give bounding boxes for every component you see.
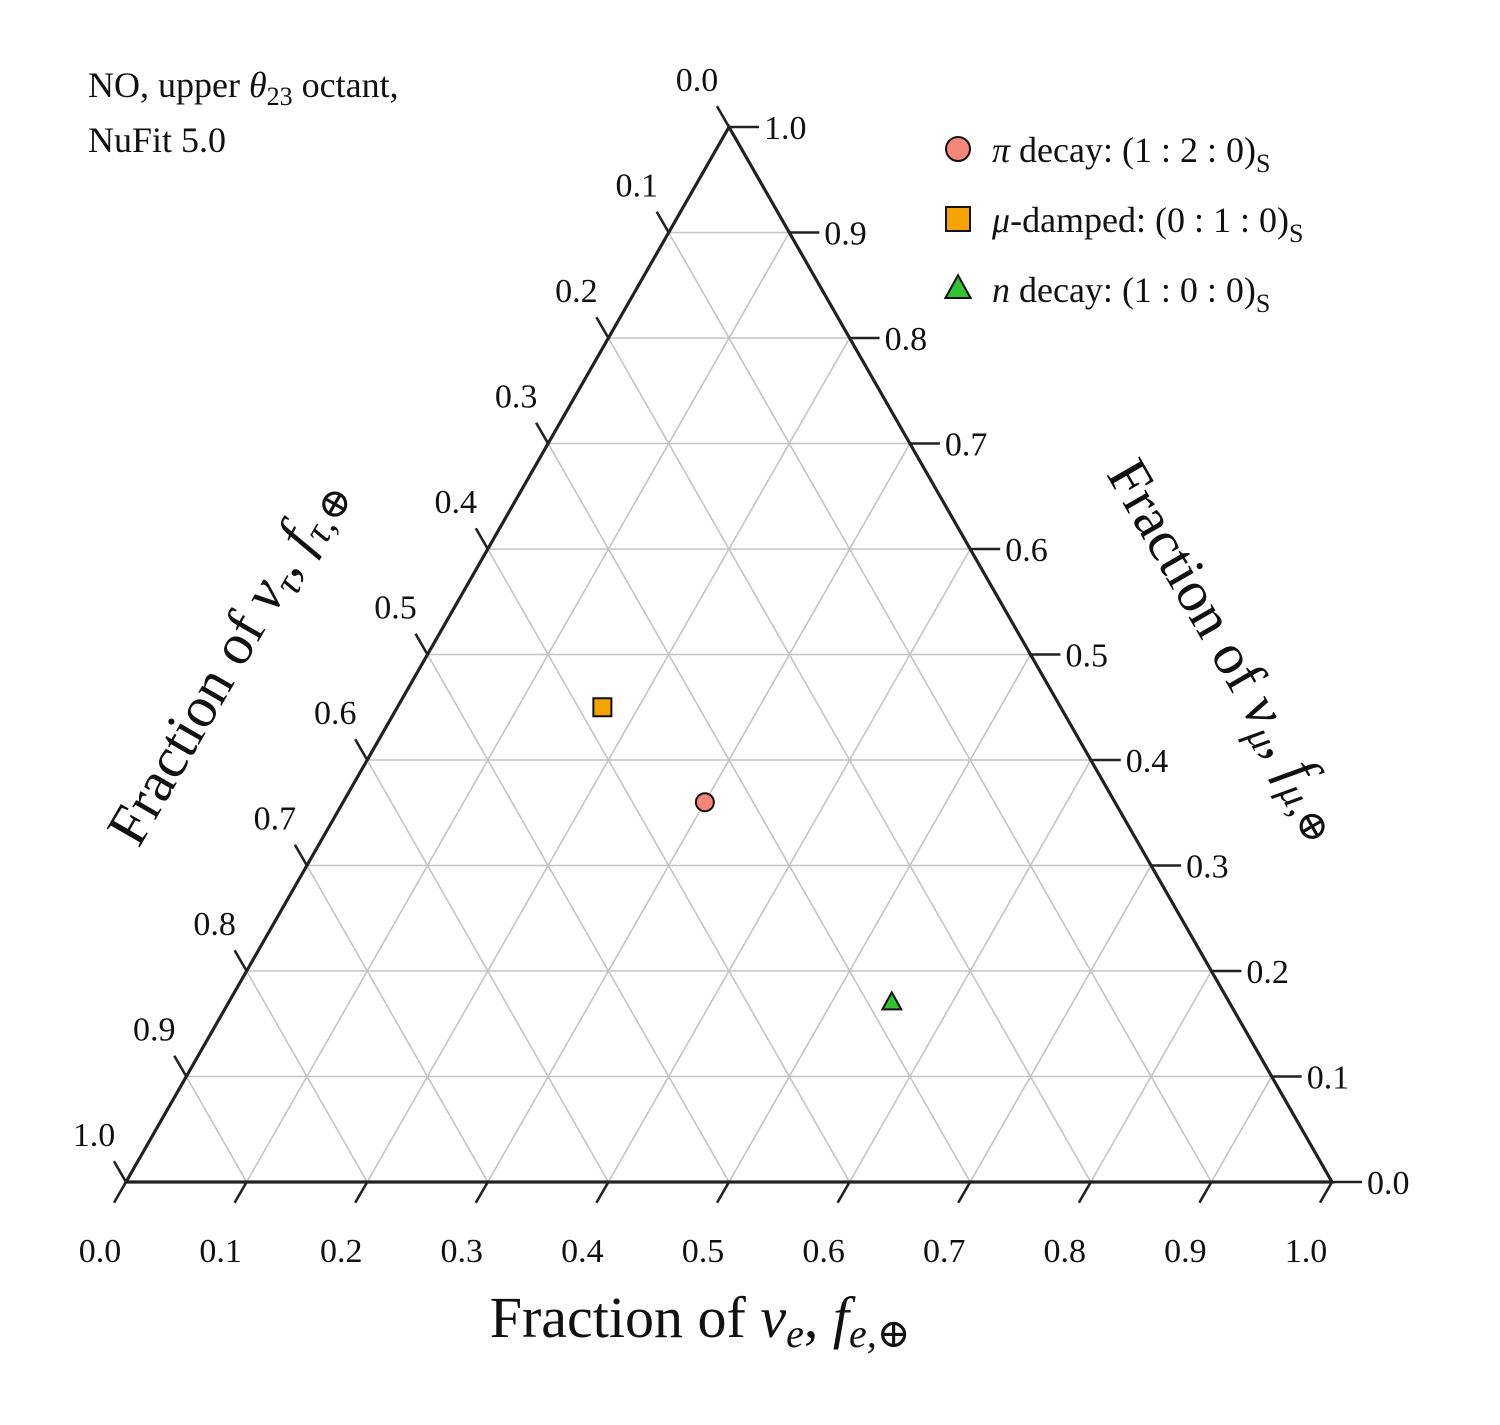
bottom-tick — [1318, 1181, 1334, 1204]
left-tick-label: 0.7 — [254, 801, 297, 838]
bottom-tick-label: 1.0 — [1285, 1233, 1328, 1270]
legend-entry: π decay: (1 : 2 : 0)S — [992, 130, 1270, 178]
bottom-tick — [1077, 1181, 1092, 1204]
right-tick-label: 0.0 — [1367, 1165, 1410, 1202]
left-tick — [112, 1160, 128, 1183]
left-tick — [534, 422, 550, 445]
bottom-tick — [595, 1181, 610, 1204]
legend-entry: μ-damped: (0 : 1 : 0)S — [991, 200, 1303, 248]
left-tick-label: 0.4 — [435, 484, 478, 521]
bottom-tick-label: 0.9 — [1164, 1233, 1207, 1270]
data-point-circle — [694, 792, 715, 813]
legend: π decay: (1 : 2 : 0)S μ-damped: (0 : 1 : … — [943, 130, 1303, 318]
grid-line-tau — [185, 1076, 248, 1183]
left-tick-label: 0.9 — [133, 1012, 176, 1049]
left-tick-label: 0.5 — [374, 590, 417, 627]
right-tick-label: 0.8 — [885, 321, 928, 358]
bottom-tick-label: 0.8 — [1044, 1233, 1087, 1270]
bottom-tick-label: 0.3 — [441, 1233, 484, 1270]
left-tick — [655, 211, 670, 234]
right-tick-label: 0.7 — [945, 427, 988, 464]
bottom-tick — [715, 1181, 731, 1204]
left-tick — [233, 949, 248, 972]
left-tick-label: 1.0 — [73, 1117, 116, 1154]
left-tick — [173, 1055, 188, 1078]
grid-line-tau — [426, 654, 730, 1183]
grid-line-e — [728, 654, 1032, 1183]
bottom-tick — [233, 1181, 248, 1204]
left-tick — [595, 316, 610, 339]
grid-lines — [185, 231, 1273, 1183]
right-tick-label: 1.0 — [764, 110, 807, 147]
right-tick-label: 0.3 — [1186, 849, 1229, 886]
bottom-tick-label: 0.5 — [682, 1233, 725, 1270]
left-tick-label: 0.2 — [555, 273, 598, 310]
left-tick-label: 0.0 — [676, 62, 719, 99]
grid-line-tau — [306, 865, 489, 1183]
annotation-line2: NuFit 5.0 — [88, 120, 226, 160]
data-point-square — [592, 697, 613, 718]
bottom-tick-label: 0.6 — [802, 1233, 845, 1270]
data-markers — [592, 697, 903, 1011]
left-tick — [474, 527, 489, 550]
bottom-tick-label: 0.2 — [320, 1233, 363, 1270]
grid-line-tau — [245, 970, 368, 1183]
left-tick-label: 0.1 — [615, 168, 658, 205]
legend-marker-square — [945, 206, 971, 232]
left-tick-label: 0.3 — [495, 379, 538, 416]
right-tick-label: 0.1 — [1307, 1060, 1350, 1097]
bottom-tick — [112, 1181, 128, 1204]
annotation-line1: NO, upper θ23 octant, — [88, 65, 399, 111]
right-tick-label: 0.9 — [824, 216, 867, 253]
data-point-triangle — [880, 990, 903, 1011]
grid-line-tau — [366, 759, 610, 1183]
left-tick — [293, 844, 309, 867]
left-tick — [715, 105, 731, 128]
right-tick-label: 0.6 — [1005, 532, 1047, 569]
bottom-axis-title: Fraction of νe, fe,⊕ — [490, 1285, 911, 1356]
bottom-tick — [1198, 1181, 1213, 1204]
right-tick-label: 0.4 — [1126, 743, 1169, 780]
grid-line-e — [245, 232, 790, 1183]
bottom-tick-label: 0.0 — [79, 1233, 122, 1270]
bottom-tick-label: 0.4 — [561, 1233, 604, 1270]
legend-entry: n decay: (1 : 0 : 0)S — [992, 270, 1270, 318]
bottom-tick — [836, 1181, 851, 1204]
bottom-tick-label: 0.1 — [199, 1233, 242, 1270]
bottom-tick — [354, 1181, 369, 1204]
right-axis-title: Fraction of νμ, fμ,⊕ — [1089, 448, 1363, 852]
grid-line-e — [1090, 970, 1213, 1183]
left-axis-title: Fraction of ντ, fτ,⊕ — [94, 465, 362, 859]
grid-line-e — [1210, 1076, 1273, 1183]
bottom-tick-label: 0.7 — [923, 1233, 966, 1270]
right-tick-label: 0.5 — [1066, 638, 1109, 675]
grid-line-e — [969, 865, 1152, 1183]
right-tick-label: 0.2 — [1246, 954, 1289, 991]
left-tick — [354, 738, 369, 761]
grid-line-e — [487, 443, 911, 1183]
axis-ticks: 0.0 0.0 0.0 0.1 0.1 0.1 0.2 0.2 0.2 0.3 0.3 0.3 0.4 0… — [73, 62, 1410, 1270]
left-tick — [414, 633, 429, 656]
left-tick-label: 0.6 — [314, 695, 357, 732]
bottom-tick — [957, 1181, 972, 1204]
grid-line-tau — [547, 443, 971, 1183]
bottom-tick — [474, 1181, 489, 1204]
legend-marker-triangle — [943, 273, 973, 299]
left-tick-label: 0.8 — [193, 906, 236, 943]
grid-line-tau — [668, 232, 1213, 1183]
legend-marker-circle — [945, 136, 971, 162]
grid-line-e — [848, 759, 1092, 1183]
